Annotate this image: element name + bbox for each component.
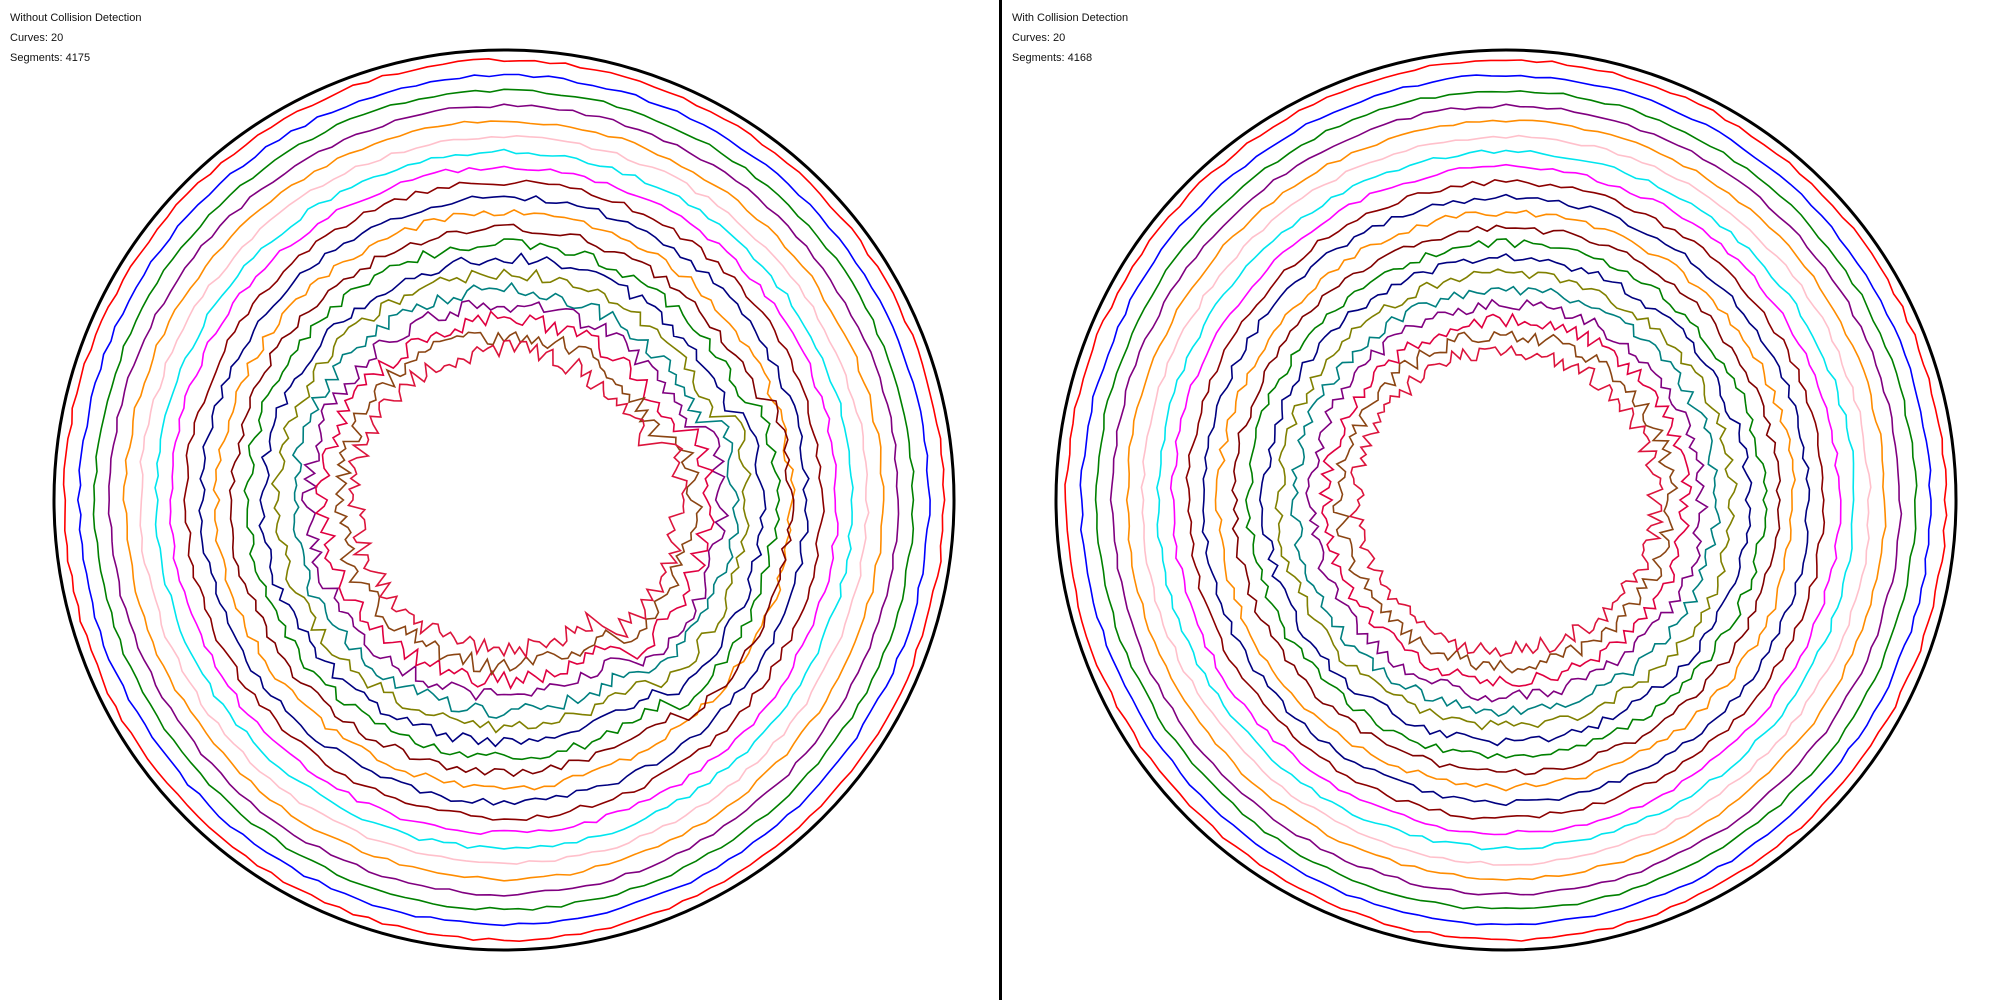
curve-9 <box>183 179 825 822</box>
stats-overlay: With Collision Detection Curves: 20 Segm… <box>1012 8 1128 68</box>
curve-3 <box>1094 90 1918 910</box>
curves-canvas <box>1054 48 1958 952</box>
curve-14 <box>258 252 767 748</box>
curve-1 <box>62 57 946 943</box>
curves-canvas <box>52 48 956 952</box>
curve-10 <box>1201 193 1811 807</box>
curve-9 <box>1185 178 1826 820</box>
stats-overlay: Without Collision Detection Curves: 20 S… <box>10 8 141 68</box>
curve-6 <box>1140 134 1872 866</box>
curve-7 <box>1156 149 1855 851</box>
curve-15 <box>1274 268 1738 731</box>
curve-13 <box>243 238 782 761</box>
panel-with-collision: With Collision Detection Curves: 20 Segm… <box>1002 0 2000 1000</box>
curve-11 <box>1214 209 1796 792</box>
curves-count: Curves: 20 <box>1012 32 1066 44</box>
curve-20 <box>1348 344 1665 658</box>
curve-4 <box>1109 103 1903 896</box>
curves-count: Curves: 20 <box>10 32 64 44</box>
curve-15 <box>270 268 752 734</box>
curve-11 <box>212 209 796 791</box>
curve-20 <box>346 339 688 660</box>
curve-16 <box>291 281 740 719</box>
curve-2 <box>1079 74 1932 926</box>
panel-divider <box>999 0 1002 1000</box>
curve-5 <box>122 120 885 882</box>
curve-1 <box>1064 59 1948 942</box>
boundary-circle <box>1054 48 1958 952</box>
segments-count: Segments: 4168 <box>1012 52 1093 64</box>
segments-count: Segments: 4175 <box>10 52 91 64</box>
curve-4 <box>107 103 900 897</box>
curve-17 <box>1305 298 1709 703</box>
curve-17 <box>301 299 730 702</box>
curve-5 <box>1125 119 1887 881</box>
curve-3 <box>92 88 915 911</box>
curve-14 <box>1258 253 1753 747</box>
curve-8 <box>169 165 839 836</box>
panel-without-collision: Without Collision Detection Curves: 20 S… <box>10 8 956 952</box>
curve-12 <box>228 223 795 778</box>
curve-7 <box>154 148 854 850</box>
curve-10 <box>198 195 810 806</box>
boundary-circle <box>52 48 956 952</box>
curve-8 <box>1169 163 1842 836</box>
curve-12 <box>1231 224 1782 776</box>
curve-19 <box>1332 330 1679 674</box>
curve-19 <box>334 330 704 676</box>
curve-18 <box>314 310 715 690</box>
curve-13 <box>1245 238 1768 760</box>
curve-6 <box>139 134 870 865</box>
curve-2 <box>76 73 931 927</box>
curve-18 <box>1318 312 1693 688</box>
panel-title: With Collision Detection <box>1012 12 1129 24</box>
panel-title: Without Collision Detection <box>10 12 142 24</box>
curve-16 <box>1290 285 1722 718</box>
